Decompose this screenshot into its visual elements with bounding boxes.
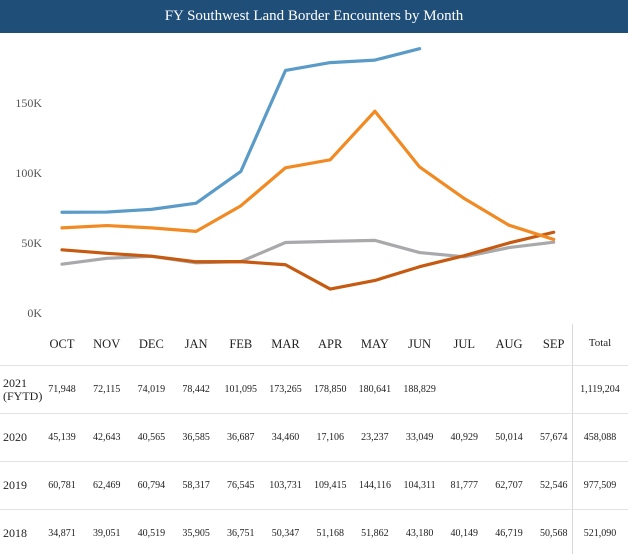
month-header: APR (318, 337, 343, 351)
table-cell: 46,719 (495, 528, 523, 539)
table-cell: 40,565 (137, 432, 166, 443)
row-year-label: 2021 (FYTD) (3, 377, 42, 403)
table-cell: 76,545 (227, 480, 255, 491)
table-cell: 72,115 (93, 384, 121, 395)
table-cell: 57,674 (539, 432, 568, 443)
table-cell: 58,317 (182, 480, 210, 491)
row-year-label: 2018 (3, 527, 27, 540)
table-cell: 23,237 (361, 432, 389, 443)
table-cell: 52,546 (539, 480, 568, 491)
row-year: 2020 (3, 430, 27, 444)
table-cell: 81,777 (450, 480, 479, 491)
total-header: Total (588, 337, 612, 349)
y-tick-label: 100K (15, 166, 42, 180)
table-cell: 36,751 (227, 528, 255, 539)
table-row: 2019 60,781 62,469 60,794 58,317 76,545 103,73… (0, 461, 628, 510)
month-header: JUN (408, 337, 432, 351)
y-tick-label: 150K (15, 96, 42, 110)
table-cell: 43,180 (405, 528, 434, 539)
table-cell: 36,687 (227, 432, 255, 443)
table-cell: 40,519 (137, 528, 166, 539)
table-cell: 50,347 (271, 528, 300, 539)
table-cell: 103,731 (269, 480, 302, 491)
data-table: OCT NOV DEC JAN FEB MAR APR MAY JUN JUL AUG SEP Tota… (0, 324, 628, 554)
month-header: FEB (229, 337, 253, 351)
row-total-cell: 1,119,204 (580, 384, 620, 395)
month-header: JUL (453, 337, 476, 351)
month-header: MAY (360, 337, 389, 351)
table-cell: 40,929 (450, 432, 479, 443)
month-header: NOV (93, 337, 121, 351)
table-cell: 50,568 (539, 528, 568, 539)
table-cell: 60,794 (137, 480, 166, 491)
month-header: AUG (495, 337, 523, 351)
table-cell: 51,862 (361, 528, 389, 539)
table-cell: 71,948 (48, 384, 76, 395)
line-chart: 0K 50K 100K 150K (15, 47, 556, 320)
table-cell: 17,106 (316, 432, 344, 443)
table-cell: 180,641 (358, 384, 392, 395)
series-line-2020 (60, 230, 556, 291)
table-cell: 35,905 (182, 528, 210, 539)
table-cell: 78,442 (182, 384, 210, 395)
table-cell: 60,781 (48, 480, 76, 491)
table-cell: 74,019 (137, 384, 166, 395)
month-header: JAN (184, 337, 208, 351)
table-cell: 101,095 (224, 384, 258, 395)
series-line-2021 (60, 47, 422, 214)
table-cell: 45,139 (48, 432, 76, 443)
table-cell: 109,415 (313, 480, 347, 491)
row-year-suffix: (FYTD) (3, 389, 43, 403)
table-row: 2021 (FYTD) 71,948 72,115 74,019 78,442 101,09… (0, 365, 628, 414)
table-cell: 50,014 (495, 432, 523, 443)
row-total-cell: 977,509 (583, 480, 617, 491)
table-cell: 36,585 (182, 432, 210, 443)
row-total-cell: 521,090 (583, 528, 617, 539)
table-cell: 178,850 (313, 384, 347, 395)
table-row: 2018 34,871 39,051 40,519 35,905 36,751 50,347… (0, 509, 628, 558)
table-cell: 173,265 (269, 384, 302, 395)
table-cell: 42,643 (92, 432, 121, 443)
row-year: 2021 (3, 376, 27, 390)
y-tick-label: 50K (21, 236, 42, 250)
y-tick-label: 0K (27, 306, 42, 320)
month-header: OCT (49, 337, 75, 351)
table-cell: 33,049 (405, 432, 434, 443)
month-header: SEP (542, 337, 565, 351)
row-year-label: 2020 (3, 431, 27, 444)
month-header: DEC (138, 337, 164, 351)
table-cell: 62,707 (495, 480, 523, 491)
table-cell: 34,460 (271, 432, 300, 443)
table-cell: 39,051 (92, 528, 121, 539)
table-cell: 40,149 (450, 528, 479, 539)
row-year: 2018 (3, 526, 27, 540)
month-header: MAR (271, 337, 300, 351)
table-row: 2020 45,139 42,643 40,565 36,585 36,687 34,460… (0, 413, 628, 462)
chart-title: FY Southwest Land Border Encounters by M… (0, 0, 628, 33)
row-year: 2019 (3, 478, 27, 492)
table-cell: 62,469 (92, 480, 121, 491)
table-cell: 34,871 (48, 528, 76, 539)
row-total-cell: 458,088 (583, 432, 617, 443)
table-cell: 104,311 (403, 480, 436, 491)
series-line-2019 (60, 109, 556, 242)
table-cell: 51,168 (316, 528, 344, 539)
table-cell: 144,116 (358, 480, 391, 491)
row-year-label: 2019 (3, 479, 27, 492)
total-column-divider (572, 324, 573, 554)
table-cell: 188,829 (403, 384, 436, 395)
